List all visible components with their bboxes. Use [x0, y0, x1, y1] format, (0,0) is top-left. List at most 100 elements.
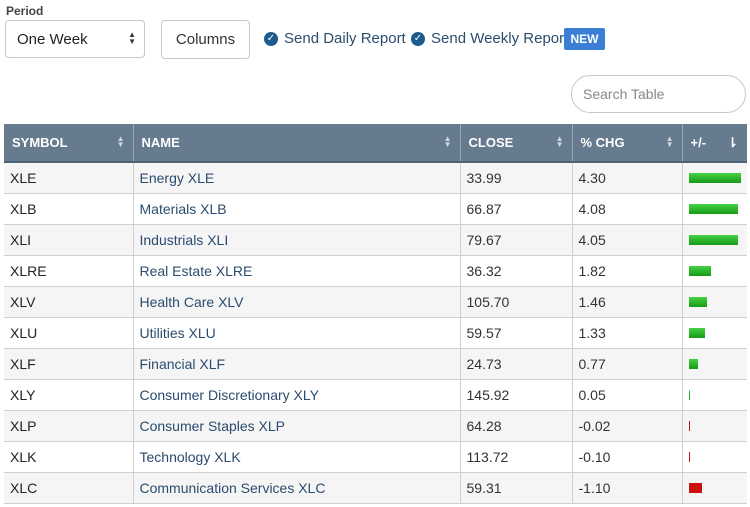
sort-icon: ▲ ▼	[443, 134, 452, 149]
send-daily-report-label: Send Daily Report	[284, 30, 406, 47]
close-cell: 79.67	[460, 224, 573, 256]
table-row[interactable]: XLY Consumer Discretionary XLY 145.92 0.05	[4, 379, 747, 411]
search-input[interactable]	[571, 75, 746, 113]
close-cell: 64.28	[460, 410, 573, 442]
change-bar	[688, 358, 698, 369]
name-link[interactable]: Consumer Discretionary XLY	[133, 379, 461, 411]
change-bar	[688, 327, 705, 338]
pct-chg-cell: -1.10	[572, 472, 683, 504]
name-link[interactable]: Industrials XLI	[133, 224, 461, 256]
period-select[interactable]: One Week ▲ ▼	[5, 20, 145, 58]
change-bar-cell	[682, 472, 747, 504]
change-bar-cell	[682, 379, 747, 411]
column-header-close[interactable]: CLOSE ▲ ▼	[460, 124, 573, 163]
change-bar	[688, 265, 711, 276]
close-cell: 145.92	[460, 379, 573, 411]
send-daily-report-toggle[interactable]: ✓ Send Daily Report	[264, 30, 406, 47]
change-bar	[688, 451, 690, 462]
pct-chg-cell: -0.10	[572, 441, 683, 473]
name-link[interactable]: Utilities XLU	[133, 317, 461, 349]
change-bar-cell	[682, 162, 747, 194]
table-row[interactable]: XLB Materials XLB 66.87 4.08	[4, 193, 747, 225]
change-bar	[688, 482, 702, 493]
close-cell: 33.99	[460, 162, 573, 194]
table-row[interactable]: XLE Energy XLE 33.99 4.30	[4, 162, 747, 194]
change-bar	[688, 389, 690, 400]
column-header-name[interactable]: NAME ▲ ▼	[133, 124, 461, 163]
pct-chg-cell: 1.82	[572, 255, 683, 287]
name-link[interactable]: Communication Services XLC	[133, 472, 461, 504]
pct-chg-cell: 4.08	[572, 193, 683, 225]
new-badge: NEW	[564, 28, 605, 50]
column-header-label: % CHG	[580, 135, 625, 150]
name-link[interactable]: Real Estate XLRE	[133, 255, 461, 287]
change-bar-cell	[682, 441, 747, 473]
select-arrows-icon: ▲ ▼	[128, 30, 136, 46]
pct-chg-cell: 0.05	[572, 379, 683, 411]
change-bar	[688, 234, 738, 245]
table-row[interactable]: XLRE Real Estate XLRE 36.32 1.82	[4, 255, 747, 287]
close-cell: 24.73	[460, 348, 573, 380]
pct-chg-cell: 4.30	[572, 162, 683, 194]
columns-button[interactable]: Columns	[161, 20, 250, 59]
change-bar-cell	[682, 410, 747, 442]
column-header-label: +/-	[690, 135, 707, 150]
change-bar	[688, 296, 707, 307]
column-header-label: NAME	[141, 135, 180, 150]
table-row[interactable]: XLK Technology XLK 113.72 -0.10	[4, 441, 747, 473]
column-header-pct-chg[interactable]: % CHG ▲ ▼	[572, 124, 683, 163]
close-cell: 66.87	[460, 193, 573, 225]
symbol-cell: XLC	[4, 472, 134, 504]
period-label: Period	[6, 4, 44, 18]
table-header-row: SYMBOL ▲ ▼ NAME ▲ ▼ CLOSE ▲ ▼ % CHG ▲ ▼ +/- ⇂	[4, 124, 747, 163]
symbol-cell: XLF	[4, 348, 134, 380]
table-row[interactable]: XLV Health Care XLV 105.70 1.46	[4, 286, 747, 318]
column-header-symbol[interactable]: SYMBOL ▲ ▼	[4, 124, 134, 163]
send-weekly-report-label: Send Weekly Report	[431, 30, 569, 47]
symbol-cell: XLK	[4, 441, 134, 473]
column-header-plus-minus[interactable]: +/- ⇂	[682, 124, 747, 163]
symbol-cell: XLP	[4, 410, 134, 442]
sort-icon: ▲ ▼	[555, 134, 564, 149]
name-link[interactable]: Health Care XLV	[133, 286, 461, 318]
sort-descending-icon: ⇂	[727, 135, 738, 150]
pct-chg-cell: -0.02	[572, 410, 683, 442]
send-weekly-report-toggle[interactable]: ✓ Send Weekly Report	[411, 30, 568, 47]
name-link[interactable]: Consumer Staples XLP	[133, 410, 461, 442]
pct-chg-cell: 1.46	[572, 286, 683, 318]
close-cell: 59.57	[460, 317, 573, 349]
table-row[interactable]: XLC Communication Services XLC 59.31 -1.10	[4, 472, 747, 504]
close-cell: 36.32	[460, 255, 573, 287]
change-bar-cell	[682, 255, 747, 287]
table-row[interactable]: XLP Consumer Staples XLP 64.28 -0.02	[4, 410, 747, 442]
table-row[interactable]: XLF Financial XLF 24.73 0.77	[4, 348, 747, 380]
change-bar-cell	[682, 286, 747, 318]
close-cell: 105.70	[460, 286, 573, 318]
sector-table: SYMBOL ▲ ▼ NAME ▲ ▼ CLOSE ▲ ▼ % CHG ▲ ▼ +/- ⇂ XLE…	[4, 124, 747, 504]
name-link[interactable]: Materials XLB	[133, 193, 461, 225]
column-header-label: SYMBOL	[12, 135, 68, 150]
sort-icon: ▲ ▼	[116, 134, 125, 149]
change-bar	[688, 420, 690, 431]
table-row[interactable]: XLU Utilities XLU 59.57 1.33	[4, 317, 747, 349]
pct-chg-cell: 1.33	[572, 317, 683, 349]
change-bar-cell	[682, 348, 747, 380]
pct-chg-cell: 0.77	[572, 348, 683, 380]
name-link[interactable]: Financial XLF	[133, 348, 461, 380]
symbol-cell: XLV	[4, 286, 134, 318]
check-icon: ✓	[411, 31, 425, 46]
close-cell: 59.31	[460, 472, 573, 504]
change-bar-cell	[682, 224, 747, 256]
table-row[interactable]: XLI Industrials XLI 79.67 4.05	[4, 224, 747, 256]
change-bar	[688, 172, 741, 183]
symbol-cell: XLRE	[4, 255, 134, 287]
period-selected-value: One Week	[17, 30, 88, 48]
name-link[interactable]: Energy XLE	[133, 162, 461, 194]
change-bar-cell	[682, 317, 747, 349]
name-link[interactable]: Technology XLK	[133, 441, 461, 473]
change-bar-cell	[682, 193, 747, 225]
close-cell: 113.72	[460, 441, 573, 473]
pct-chg-cell: 4.05	[572, 224, 683, 256]
symbol-cell: XLB	[4, 193, 134, 225]
check-icon: ✓	[264, 31, 278, 46]
